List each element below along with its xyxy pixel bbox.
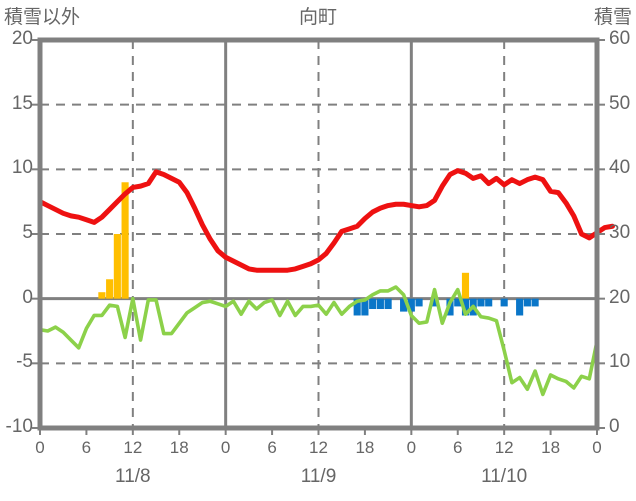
rain-bar <box>98 292 106 299</box>
x-axis-tick-label: 0 <box>406 438 417 457</box>
left-axis-tick-label: 10 <box>11 157 33 179</box>
left-axis-caption: 積雪以外 <box>4 7 81 28</box>
x-axis-tick-label: 12 <box>494 438 514 457</box>
x-axis-tick-label: 18 <box>169 438 189 457</box>
x-axis-tick-label: 0 <box>592 438 602 457</box>
snow-bar <box>523 298 531 307</box>
x-axis-tick-label: 12 <box>309 438 328 457</box>
x-axis-tick-label: 12 <box>123 438 143 457</box>
left-axis-tick-label: -5 <box>16 351 33 373</box>
left-axis-tick-label: 0 <box>22 286 33 308</box>
snow-bar <box>454 298 462 307</box>
snow-bar <box>485 298 493 307</box>
x-axis-tick-label: 0 <box>35 438 45 457</box>
axis-frame <box>32 37 605 435</box>
snow-bar <box>461 298 470 316</box>
page-title: 向町 <box>298 7 337 28</box>
snow-bar <box>407 298 415 312</box>
snow-bar <box>477 298 485 307</box>
x-axis-tick-label: 18 <box>541 438 561 457</box>
rain-bar <box>113 234 121 299</box>
rain-bar <box>121 182 129 299</box>
right-axis-caption: 積雪 <box>593 7 632 28</box>
right-axis-tick-label: 20 <box>609 286 631 308</box>
x-axis-tick-label: 6 <box>453 438 463 457</box>
left-axis-tick-label: 15 <box>11 92 33 114</box>
green-series-line <box>38 285 599 397</box>
snow-bar <box>384 298 392 310</box>
snow-bar <box>376 298 384 310</box>
right-axis-tick-label: 40 <box>609 157 631 179</box>
x-axis-tick-label: 0 <box>220 438 231 457</box>
x-axis-day-label: 11/9 <box>300 466 337 487</box>
snow-bar <box>415 298 423 307</box>
temperature-line <box>37 168 615 273</box>
x-axis-tick-label: 18 <box>355 438 375 457</box>
x-axis-tick-label: 6 <box>81 438 92 457</box>
snow-bar <box>430 298 439 307</box>
snow-bar <box>400 298 408 312</box>
left-axis-tick-label: 5 <box>22 222 33 243</box>
x-axis-day-label: 11/10 <box>481 466 528 487</box>
snow-bar <box>531 298 539 307</box>
snow-bar <box>500 298 508 307</box>
snow-bar <box>353 298 361 316</box>
right-axis-tick-label: 60 <box>609 28 631 49</box>
right-axis-tick-label: 50 <box>609 92 631 114</box>
left-axis-tick-label: 20 <box>11 28 33 49</box>
right-axis-tick-label: 10 <box>609 351 631 373</box>
rain-bar <box>106 279 114 299</box>
x-axis-tick-label: 6 <box>267 438 277 457</box>
snow-bar <box>369 298 377 310</box>
right-axis-tick-label: 0 <box>609 416 620 437</box>
rain-bar <box>461 272 470 299</box>
left-axis-tick-label: -10 <box>5 416 33 437</box>
snow-bar <box>361 298 369 316</box>
right-axis-tick-label: 30 <box>609 222 631 243</box>
snow-bar <box>516 298 524 316</box>
bar-layer <box>98 182 539 316</box>
x-axis-day-label: 11/8 <box>115 466 151 487</box>
grid-layer <box>40 40 597 428</box>
